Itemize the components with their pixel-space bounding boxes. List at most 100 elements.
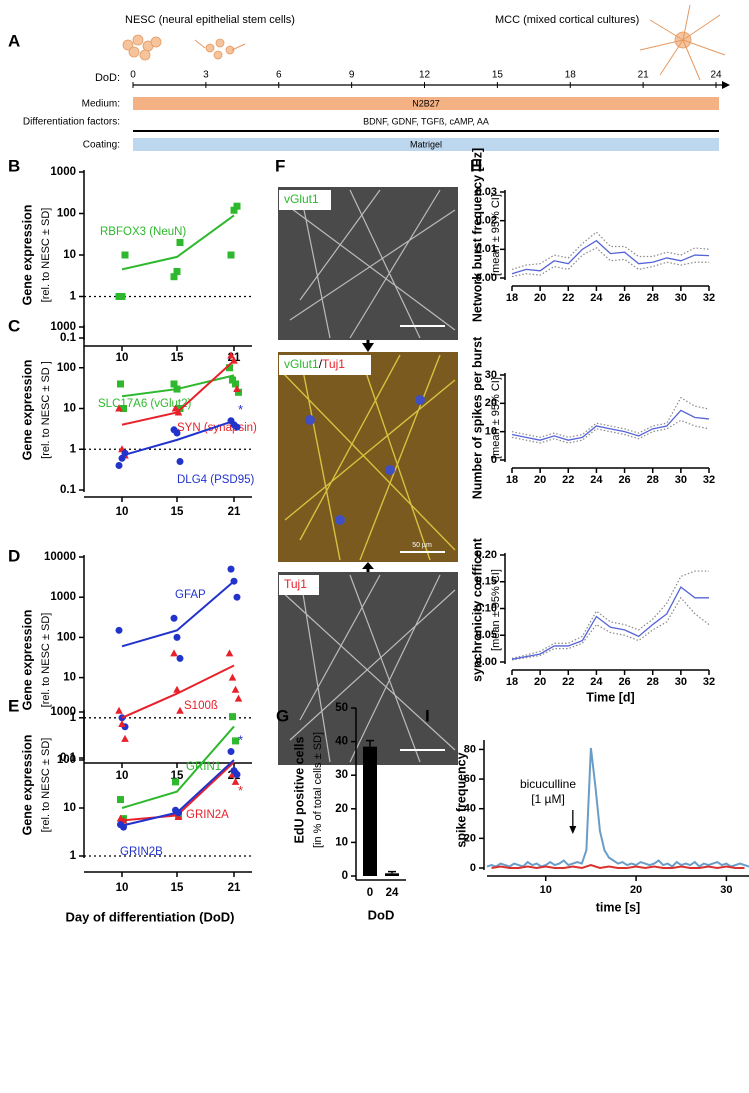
bar bbox=[385, 873, 399, 876]
image-label: vGlut1/Tuj1 bbox=[284, 357, 345, 371]
y-axis-title: spike frequency bbox=[454, 752, 468, 847]
y-tick-label: 0.1 bbox=[60, 484, 77, 496]
y-axis-title: Network burst frequency [Hz] bbox=[470, 148, 484, 322]
data-point bbox=[115, 461, 123, 469]
nucleus bbox=[305, 415, 315, 425]
data-point bbox=[175, 809, 182, 817]
data-point bbox=[226, 364, 233, 372]
ci-upper bbox=[511, 570, 709, 659]
y-tick-label: 100 bbox=[57, 362, 76, 374]
data-point bbox=[170, 380, 178, 388]
y-axis-title: Gene expression bbox=[20, 610, 34, 711]
y-tick-label: 10 bbox=[63, 672, 76, 684]
x-tick-label: 15 bbox=[171, 352, 184, 364]
y-tick-label: 30 bbox=[335, 769, 348, 781]
label-part: Tuj1 bbox=[322, 357, 345, 371]
x-tick-label: 3 bbox=[203, 70, 209, 81]
y-tick-label: 40 bbox=[335, 736, 348, 748]
y-tick-label: 80 bbox=[464, 743, 476, 755]
x-tick-label: 15 bbox=[492, 70, 504, 81]
y-tick-label: 0.00 bbox=[476, 272, 497, 284]
series-label: GRIN2A bbox=[186, 809, 229, 821]
x-tick-label: 22 bbox=[562, 474, 574, 486]
row-text: BDNF, GDNF, TGFß, cAMP, AA bbox=[363, 116, 489, 126]
annotation: * bbox=[238, 783, 243, 798]
panel-letter: A bbox=[8, 31, 20, 50]
data-point bbox=[173, 429, 181, 437]
data-point bbox=[230, 577, 238, 585]
series-label: GRIN2B bbox=[120, 846, 163, 858]
y-tick-label: 0.1 bbox=[60, 332, 77, 344]
row-band bbox=[133, 97, 719, 110]
mean-line bbox=[121, 214, 235, 271]
row-label: Medium: bbox=[82, 99, 120, 110]
data-point bbox=[227, 251, 235, 259]
y-axis-subtitle: [in % of total cells ± SD] bbox=[312, 732, 324, 848]
x-tick-label: 15 bbox=[171, 506, 184, 518]
data-point bbox=[174, 408, 183, 416]
image-panel: F vGlut1 vGlut1/Tuj1 50 µm Tuj1 bbox=[275, 156, 458, 765]
fiber-texture bbox=[279, 354, 456, 561]
y-tick-label: 20 bbox=[335, 803, 348, 815]
annotation: * bbox=[238, 402, 243, 417]
x-tick-label: 28 bbox=[647, 292, 659, 304]
y-tick-label: 40 bbox=[464, 803, 476, 815]
annotation: * bbox=[238, 732, 243, 747]
y-tick-label: 60 bbox=[464, 773, 476, 785]
data-point bbox=[225, 649, 234, 657]
x-tick-label: 18 bbox=[506, 474, 518, 486]
image-label: vGlut1 bbox=[284, 192, 319, 206]
x-axis-title: Day of differentiation (DoD) bbox=[66, 909, 235, 924]
panel-letter: D bbox=[8, 546, 20, 565]
y-tick-label: 10 bbox=[63, 802, 76, 814]
y-tick-label: 1000 bbox=[50, 706, 76, 718]
y-axis-subtitle: [mean ± 95% CI] bbox=[490, 194, 502, 276]
y-tick-label: 1 bbox=[70, 850, 77, 862]
series-label: SLC17A6 (vGlut2) bbox=[98, 398, 191, 410]
data-point bbox=[172, 778, 179, 786]
data-point bbox=[176, 654, 184, 662]
y-tick-label: 10000 bbox=[44, 551, 76, 563]
x-tick-label: 22 bbox=[562, 292, 574, 304]
row-label: Differentiation factors: bbox=[23, 117, 120, 128]
nucleus bbox=[415, 395, 425, 405]
y-axis-subtitle: [mean ± 95% CI] bbox=[490, 377, 502, 459]
ci-lower bbox=[511, 596, 710, 661]
data-point bbox=[227, 748, 235, 756]
x-tick-label: 10 bbox=[116, 506, 129, 518]
x-tick-label: 6 bbox=[276, 70, 282, 81]
x-tick-label: 26 bbox=[618, 292, 630, 304]
data-point bbox=[176, 458, 184, 466]
data-point bbox=[117, 380, 124, 388]
data-point bbox=[170, 649, 178, 657]
y-tick-label: 10 bbox=[63, 249, 76, 261]
panel-letter: C bbox=[8, 316, 20, 335]
timeline-label: NESC (neural epithelial stem cells) bbox=[125, 14, 295, 26]
x-tick-label: 28 bbox=[647, 474, 659, 486]
x-tick-label: 15 bbox=[171, 882, 184, 894]
data-point bbox=[234, 694, 243, 702]
label-box bbox=[279, 190, 331, 210]
y-tick-label: 1000 bbox=[50, 321, 76, 333]
mean-line bbox=[121, 580, 235, 648]
data-point bbox=[233, 423, 241, 431]
ci-lower bbox=[511, 419, 710, 444]
annotation: bicuculline bbox=[520, 777, 576, 791]
label-part: vGlut1 bbox=[284, 357, 319, 371]
data-point bbox=[229, 713, 236, 721]
series-label: SYN (synapsin) bbox=[177, 422, 257, 434]
panel-letter: I bbox=[425, 706, 430, 725]
series-label: GRIN1 bbox=[186, 761, 221, 773]
x-tick-label: 20 bbox=[630, 884, 642, 896]
y-axis-subtitle: [rel. to NESC ± SD ] bbox=[40, 361, 52, 459]
panel-letter: B bbox=[8, 156, 20, 175]
data-point bbox=[120, 823, 127, 831]
data-point bbox=[176, 706, 184, 714]
row-label: Coating: bbox=[83, 140, 120, 151]
x-tick-label: 24 bbox=[590, 292, 603, 304]
data-point bbox=[231, 685, 240, 693]
y-tick-label: 0 bbox=[491, 454, 497, 466]
data-point bbox=[115, 626, 123, 634]
data-point bbox=[227, 565, 235, 573]
